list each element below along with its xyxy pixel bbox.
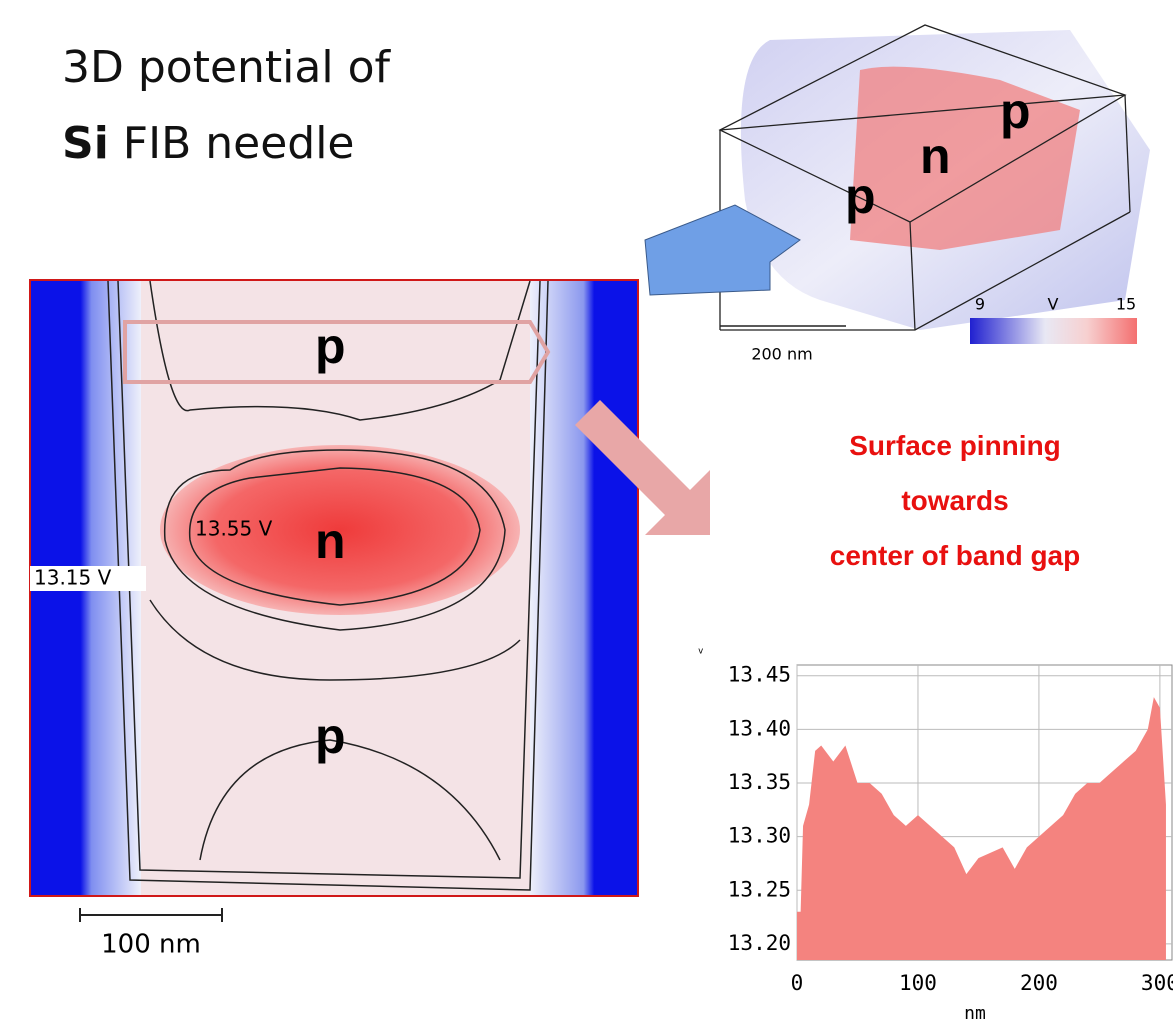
x-tick-label: 300 <box>1141 971 1173 995</box>
y-tick-label: 13.35 <box>728 770 791 794</box>
profile-chart: 13.20 13.25 13.30 13.35 13.40 13.45 0 100 200 300… <box>0 0 1173 1019</box>
y-tick-label: 13.25 <box>728 877 791 901</box>
x-tick-label: 100 <box>899 971 937 995</box>
y-tick-label: 13.30 <box>728 824 791 848</box>
x-tick-label: 0 <box>791 971 804 995</box>
slide: 3D potential of Si FIB needle p <box>0 0 1173 1019</box>
y-tick-label: 13.45 <box>728 663 791 687</box>
y-tick-label: 13.40 <box>728 716 791 740</box>
x-tick-label: 200 <box>1020 971 1058 995</box>
y-tick-label: 13.20 <box>728 931 791 955</box>
x-axis-label: nm <box>964 1003 986 1019</box>
y-axis-label: v <box>698 647 703 657</box>
